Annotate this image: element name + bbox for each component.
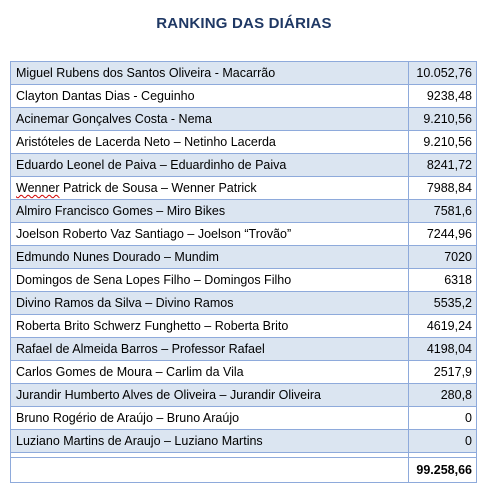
page-title: RANKING DAS DIÁRIAS [156, 15, 332, 32]
row-value: 9238,48 [408, 84, 477, 108]
table-row: Wenner Patrick de Sousa – Wenner Patrick… [10, 176, 477, 200]
table-row: Miguel Rubens dos Santos Oliveira - Maca… [10, 61, 477, 85]
total-row: 99.258,66 [10, 457, 477, 483]
ranking-table: Miguel Rubens dos Santos Oliveira - Maca… [10, 61, 477, 483]
total-label [10, 457, 409, 483]
table-row: Joelson Roberto Vaz Santiago – Joelson “… [10, 222, 477, 246]
table-row: Carlos Gomes de Moura – Carlim da Vila 2… [10, 360, 477, 384]
table-row: Rafael de Almeida Barros – Professor Raf… [10, 337, 477, 361]
row-value: 2517,9 [408, 360, 477, 384]
row-name: Luziano Martins de Araujo – Luziano Mart… [10, 429, 409, 453]
row-name: Edmundo Nunes Dourado – Mundim [10, 245, 409, 269]
row-name: Divino Ramos da Silva – Divino Ramos [10, 291, 409, 315]
row-value: 9.210,56 [408, 107, 477, 131]
row-value: 9.210,56 [408, 130, 477, 154]
table-row: Eduardo Leonel de Paiva – Eduardinho de … [10, 153, 477, 177]
row-name-part: Patrick [214, 181, 257, 195]
table-row: Roberta Brito Schwerz Funghetto – Robert… [10, 314, 477, 338]
table-row: Divino Ramos da Silva – Divino Ramos 553… [10, 291, 477, 315]
row-value: 0 [408, 429, 477, 453]
total-value: 99.258,66 [408, 457, 477, 483]
table-row: Clayton Dantas Dias - Ceguinho 9238,48 [10, 84, 477, 108]
table-row: Aristóteles de Lacerda Neto – Netinho La… [10, 130, 477, 154]
table-row: Acinemar Gonçalves Costa - Nema 9.210,56 [10, 107, 477, 131]
row-value: 8241,72 [408, 153, 477, 177]
row-name: Rafael de Almeida Barros – Professor Raf… [10, 337, 409, 361]
row-value: 0 [408, 406, 477, 430]
row-value: 7988,84 [408, 176, 477, 200]
table-spacer-row [10, 452, 477, 458]
row-name: Eduardo Leonel de Paiva – Eduardinho de … [10, 153, 409, 177]
table-row: Bruno Rogério de Araújo – Bruno Araújo 0 [10, 406, 477, 430]
row-name: Clayton Dantas Dias - Ceguinho [10, 84, 409, 108]
table-row: Jurandir Humberto Alves de Oliveira – Ju… [10, 383, 477, 407]
row-name-part: Wenner [171, 181, 215, 195]
row-name: Miguel Rubens dos Santos Oliveira - Maca… [10, 61, 409, 85]
row-value: 10.052,76 [408, 61, 477, 85]
table-row: Edmundo Nunes Dourado – Mundim 7020 [10, 245, 477, 269]
row-name: Joelson Roberto Vaz Santiago – Joelson “… [10, 222, 409, 246]
row-name: Domingos de Sena Lopes Filho – Domingos … [10, 268, 409, 292]
row-value: 4619,24 [408, 314, 477, 338]
row-value: 6318 [408, 268, 477, 292]
row-value: 7244,96 [408, 222, 477, 246]
row-name: Bruno Rogério de Araújo – Bruno Araújo [10, 406, 409, 430]
spell-flagged-word: Wenner [16, 181, 60, 195]
row-name: Jurandir Humberto Alves de Oliveira – Ju… [10, 383, 409, 407]
row-name: Almiro Francisco Gomes – Miro Bikes [10, 199, 409, 223]
row-value: 7581,6 [408, 199, 477, 223]
row-value: 280,8 [408, 383, 477, 407]
row-name: Aristóteles de Lacerda Neto – Netinho La… [10, 130, 409, 154]
row-name: Acinemar Gonçalves Costa - Nema [10, 107, 409, 131]
row-value: 7020 [408, 245, 477, 269]
table-row: Domingos de Sena Lopes Filho – Domingos … [10, 268, 477, 292]
row-name-part: Patrick de Sousa – [59, 181, 172, 195]
table-row: Luziano Martins de Araujo – Luziano Mart… [10, 429, 477, 453]
row-value: 5535,2 [408, 291, 477, 315]
spacer-cell [408, 452, 477, 458]
row-name: Carlos Gomes de Moura – Carlim da Vila [10, 360, 409, 384]
row-value: 4198,04 [408, 337, 477, 361]
table-row: Almiro Francisco Gomes – Miro Bikes 7581… [10, 199, 477, 223]
row-name: Roberta Brito Schwerz Funghetto – Robert… [10, 314, 409, 338]
row-name: Wenner Patrick de Sousa – Wenner Patrick [10, 176, 409, 200]
